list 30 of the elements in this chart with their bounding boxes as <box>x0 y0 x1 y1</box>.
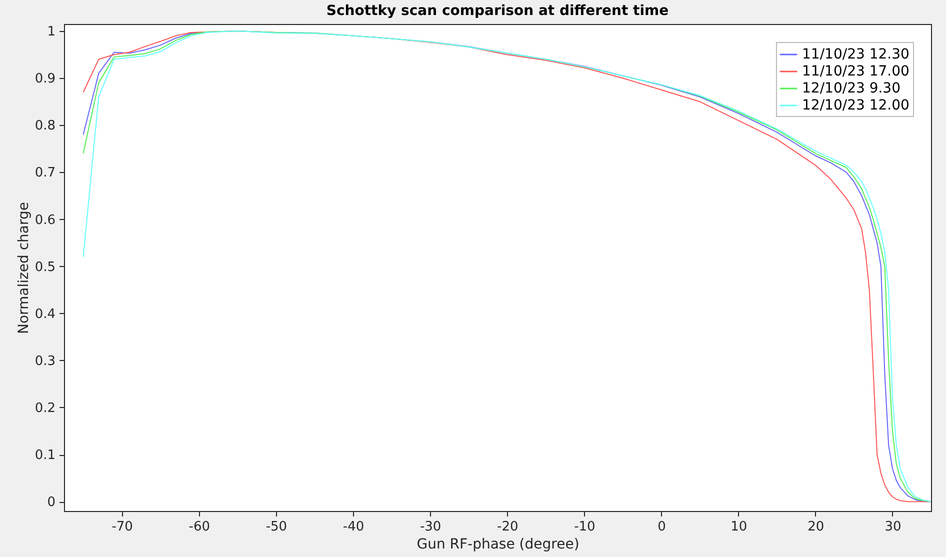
line-series <box>82 30 931 502</box>
y-tick-label: 1 <box>47 24 56 40</box>
y-tick-label: 0.1 <box>34 448 56 464</box>
y-tick-label: 0.2 <box>34 400 56 416</box>
x-tick-label: -10 <box>574 520 596 534</box>
x-tick-label: -30 <box>420 520 442 534</box>
x-tick-label: 0 <box>658 520 666 534</box>
x-tick-label: -20 <box>497 520 518 534</box>
y-tick-label: 0.8 <box>34 118 56 134</box>
legend-label: 12/10/23 12.00 <box>802 98 910 114</box>
legend-label: 11/10/23 12.30 <box>802 46 910 62</box>
x-axis-title: Gun RF-phase (degree) <box>416 536 580 552</box>
y-tick-label: 0.9 <box>34 72 56 87</box>
x-tick-label: -60 <box>188 520 210 534</box>
y-tick-label: 0 <box>47 495 56 510</box>
x-tick-label: -40 <box>342 520 364 534</box>
chart-title: Schottky scan comparison at different time <box>326 3 669 19</box>
y-tick-label: 0.7 <box>34 166 56 181</box>
legend-label: 11/10/23 17.00 <box>802 64 910 80</box>
x-tick-label: 30 <box>884 520 902 534</box>
y-axis-title: Normalized charge <box>16 202 32 334</box>
x-tick-label: -70 <box>112 520 133 534</box>
legend-label: 12/10/23 9.30 <box>802 80 900 96</box>
y-tick-label: 0.5 <box>34 260 56 275</box>
x-tick-label: 20 <box>808 520 824 534</box>
y-tick-label: 0.6 <box>34 212 56 228</box>
x-tick-label: 10 <box>730 520 748 534</box>
y-tick-label: 0.3 <box>34 354 56 369</box>
y-tick-label: 0.4 <box>34 306 56 322</box>
x-tick-label: -50 <box>266 520 288 534</box>
